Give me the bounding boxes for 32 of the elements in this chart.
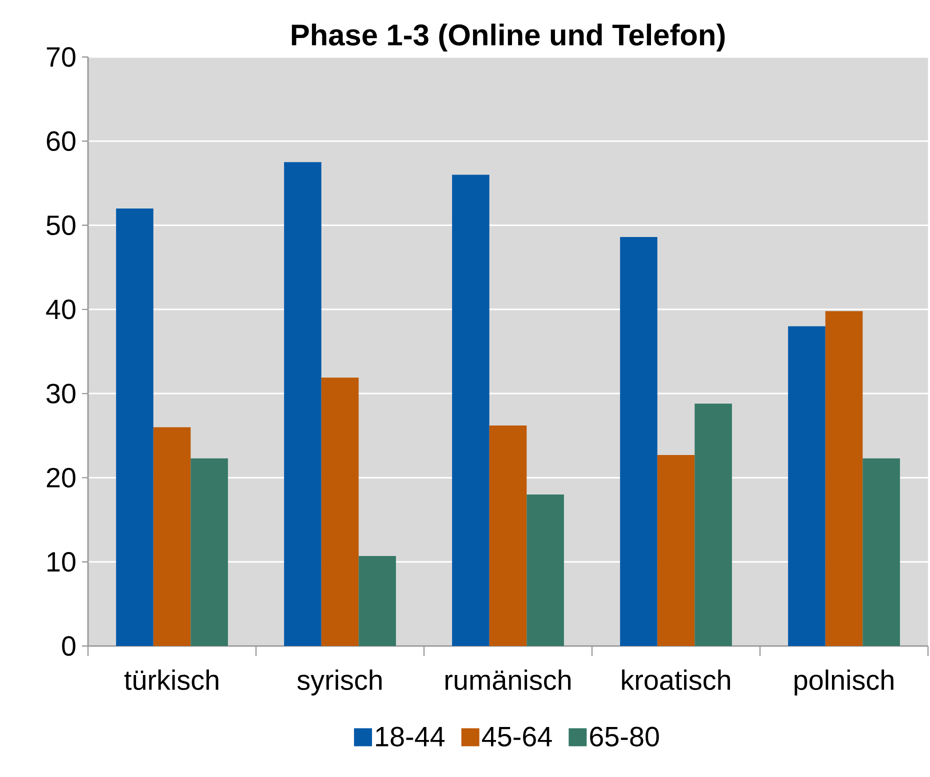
bar (489, 426, 527, 646)
bar (620, 237, 658, 646)
legend-label: 65-80 (590, 726, 659, 746)
bar (190, 458, 228, 646)
x-tick-label: polnisch (794, 670, 894, 696)
legend-label: 18-44 (376, 726, 445, 746)
x-tick-label: türkisch (124, 670, 218, 690)
y-tick-label: 70 (46, 47, 76, 67)
x-tick-label: rumänisch (446, 670, 571, 690)
y-tick-label: 20 (46, 468, 76, 488)
chart-title: Phase 1-3 (Online und Telefon) (292, 24, 725, 52)
legend-label: 45-64 (482, 726, 552, 746)
bar (116, 208, 154, 646)
y-tick-label: 0 (62, 636, 76, 656)
bar (358, 556, 396, 646)
bar (788, 326, 826, 646)
bar (694, 404, 732, 646)
y-tick-label: 40 (46, 300, 76, 320)
bar (284, 162, 322, 646)
bar (321, 378, 359, 646)
bar (153, 427, 191, 646)
x-tick-label: syrisch (297, 670, 382, 696)
bar (526, 494, 564, 646)
y-tick-label: 10 (48, 552, 76, 572)
bar (657, 454, 695, 646)
y-tick-label: 50 (46, 215, 76, 236)
y-tick-label: 60 (46, 131, 76, 151)
x-tick-label: kroatisch (622, 670, 730, 690)
bar (862, 458, 900, 646)
y-tick-label: 30 (46, 384, 76, 404)
bar (452, 174, 490, 646)
bar (825, 311, 863, 646)
